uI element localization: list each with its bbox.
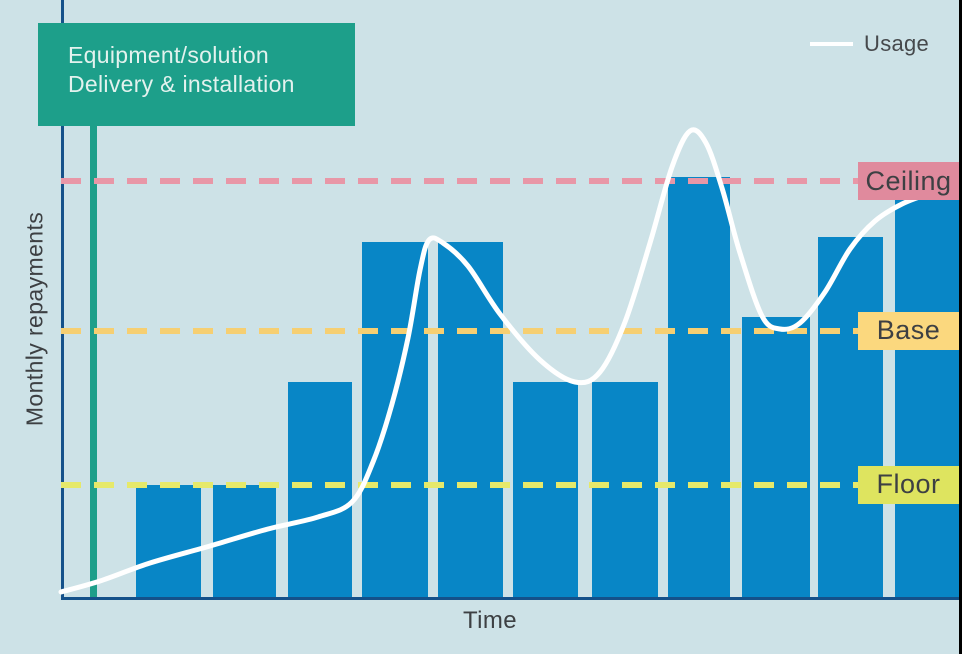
base-label: Base (858, 311, 959, 350)
usage-bar (742, 316, 810, 597)
usage-bar (213, 484, 276, 597)
callout-line2: Delivery & installation (68, 71, 295, 97)
x-axis-title: Time (462, 607, 518, 634)
usage-bar (136, 484, 201, 597)
callout-line1: Equipment/solution (68, 42, 270, 68)
floor-label: Floor (858, 465, 959, 504)
usage-bar (818, 237, 883, 597)
usage-bar (895, 200, 962, 597)
usage-bar (362, 242, 428, 597)
floor-dashed-line (61, 481, 962, 488)
usage-bar (513, 382, 578, 597)
usage-legend-line-swatch (810, 42, 853, 46)
usage-bar (288, 382, 352, 597)
ceiling-dashed-line (61, 178, 962, 185)
ceiling-label: Ceiling (858, 162, 959, 201)
delivery-callout: Equipment/solution Delivery & installati… (38, 23, 355, 126)
usage-bar (592, 382, 658, 597)
x-axis-line (61, 597, 962, 600)
base-dashed-line (61, 327, 962, 334)
y-axis-title: Monthly repayments (21, 211, 48, 427)
usage-bar (438, 242, 503, 597)
usage-bar (668, 176, 730, 597)
legend: Usage (810, 31, 929, 57)
usage-legend-label: Usage (864, 31, 930, 56)
